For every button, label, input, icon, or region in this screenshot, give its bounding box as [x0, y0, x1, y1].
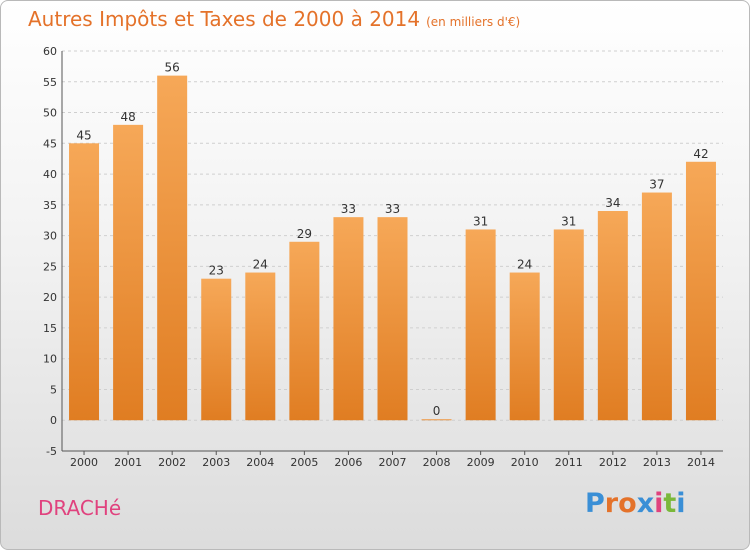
- data-label-2005: 29: [297, 227, 312, 241]
- bar-2004: [245, 272, 276, 421]
- axes: -5 0 5 10 15 20 25 30 35 40 45 50 55 60 2000 2001 2002 20…: [43, 45, 723, 469]
- proxiti-logo[interactable]: Proxiti: [585, 488, 686, 519]
- town-name: DRACHé: [38, 496, 122, 520]
- y-tick-label: 60: [43, 45, 57, 58]
- bar-2000: [69, 143, 100, 421]
- bar-2012: [597, 211, 628, 421]
- bar-2007: [377, 217, 408, 421]
- x-tick-label-2005: 2005: [290, 456, 318, 469]
- bar-2008: [421, 419, 452, 421]
- x-tick-label-2001: 2001: [114, 456, 142, 469]
- x-tick-label-2011: 2011: [555, 456, 583, 469]
- bar-2013: [641, 192, 672, 421]
- y-tick-label: 10: [43, 353, 57, 366]
- x-tick-label-2002: 2002: [158, 456, 186, 469]
- data-label-2012: 34: [605, 196, 620, 210]
- logo-letter: P: [585, 488, 605, 519]
- data-label-2003: 23: [209, 264, 224, 278]
- x-tick-label-2010: 2010: [511, 456, 539, 469]
- y-tick-label: 15: [43, 322, 57, 335]
- chart-title-unit: (en milliers d'€): [426, 15, 521, 29]
- x-tick-label-2009: 2009: [467, 456, 495, 469]
- logo-letter: t: [663, 488, 677, 519]
- data-label-2007: 33: [385, 202, 400, 216]
- logo-letter: x: [636, 488, 655, 519]
- bar-2009: [465, 229, 496, 421]
- y-tick-label: 55: [43, 76, 57, 89]
- bars: 45 48 56 23 24 29 33 33 0 31 24 31 34 37 42: [69, 61, 716, 421]
- x-tick-label-2000: 2000: [70, 456, 98, 469]
- data-label-2004: 24: [253, 258, 268, 272]
- x-tick-label-2014: 2014: [687, 456, 715, 469]
- data-label-2000: 45: [76, 128, 91, 142]
- y-tick-label: -5: [46, 445, 57, 458]
- y-tick-label: 25: [43, 260, 57, 273]
- data-label-2001: 48: [120, 110, 135, 124]
- logo-letter: o: [618, 488, 637, 519]
- logo-letter: r: [604, 488, 619, 519]
- logo-letter: i: [654, 488, 664, 519]
- data-label-2013: 37: [649, 178, 664, 192]
- data-label-2009: 31: [473, 214, 488, 228]
- y-tick-label: 5: [50, 383, 57, 396]
- x-tick-label-2003: 2003: [202, 456, 230, 469]
- data-label-2014: 42: [693, 147, 708, 161]
- x-tick-label-2004: 2004: [246, 456, 274, 469]
- x-tick-label-2013: 2013: [643, 456, 671, 469]
- data-label-2011: 31: [561, 214, 576, 228]
- data-label-2002: 56: [165, 61, 180, 75]
- bar-2014: [685, 161, 716, 421]
- x-tick-label-2008: 2008: [423, 456, 451, 469]
- y-tick-label: 30: [43, 230, 57, 243]
- bar-2005: [289, 241, 320, 421]
- x-tick-label-2006: 2006: [334, 456, 362, 469]
- bar-2001: [113, 124, 144, 421]
- y-tick-label: 20: [43, 291, 57, 304]
- y-tick-label: 45: [43, 137, 57, 150]
- bar-2011: [553, 229, 584, 421]
- x-tick-label-2012: 2012: [599, 456, 627, 469]
- x-tick-label-2007: 2007: [379, 456, 407, 469]
- y-tick-label: 0: [50, 414, 57, 427]
- bar-2010: [509, 272, 540, 421]
- data-label-2008: 0: [433, 404, 441, 418]
- y-tick-label: 50: [43, 107, 57, 120]
- bar-2003: [201, 278, 232, 421]
- data-label-2010: 24: [517, 258, 532, 272]
- logo-letter: i: [676, 488, 686, 519]
- bar-2006: [333, 217, 364, 421]
- bar-2002: [157, 75, 188, 421]
- chart-title: Autres Impôts et Taxes de 2000 à 2014 (en…: [28, 7, 521, 31]
- y-tick-label: 40: [43, 168, 57, 181]
- data-label-2006: 33: [341, 202, 356, 216]
- y-tick-label: 35: [43, 199, 57, 212]
